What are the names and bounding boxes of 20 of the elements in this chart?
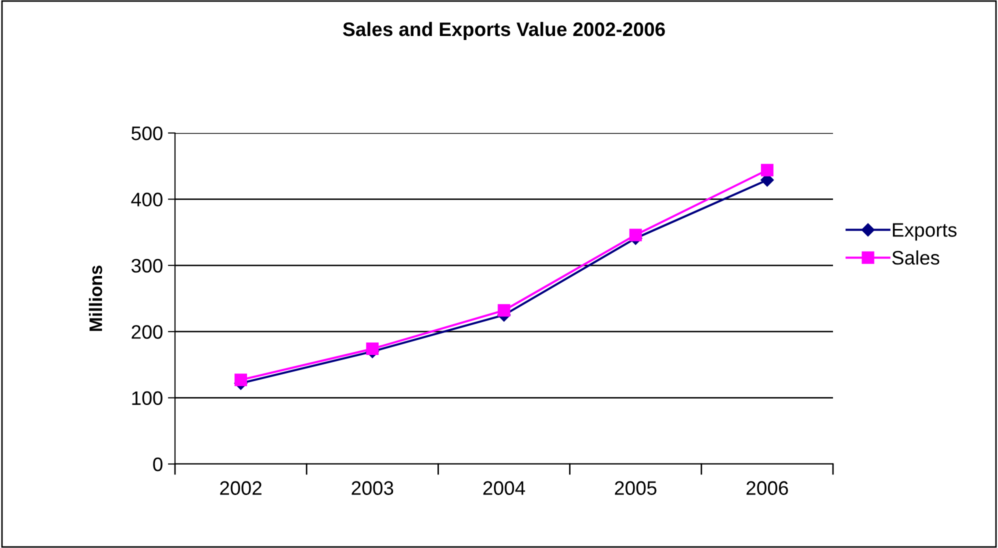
x-tick-label: 2006 (746, 481, 788, 495)
legend-label: Sales (892, 250, 940, 265)
y-tick-label: 400 (131, 192, 162, 206)
legend-label: Exports (892, 223, 957, 241)
x-tick-label: 2003 (352, 481, 394, 495)
y-tick-label: 0 (153, 457, 162, 472)
x-tick-label: 2005 (614, 481, 656, 495)
point (366, 342, 379, 356)
x-tick-label: 2002 (220, 481, 262, 495)
y-tick-label: 500 (132, 126, 162, 140)
y-tick-label: 100 (132, 391, 162, 406)
point (629, 228, 642, 242)
y-tick-label: 200 (132, 325, 162, 339)
point (234, 374, 248, 386)
y-axis-title: Millions (88, 266, 102, 331)
point (760, 164, 774, 176)
chart-title: Sales and Exports Value 2002-2006 (342, 22, 665, 40)
y-tick-label: 300 (131, 258, 162, 273)
x-tick-label: 2004 (483, 481, 526, 495)
point (498, 304, 510, 317)
